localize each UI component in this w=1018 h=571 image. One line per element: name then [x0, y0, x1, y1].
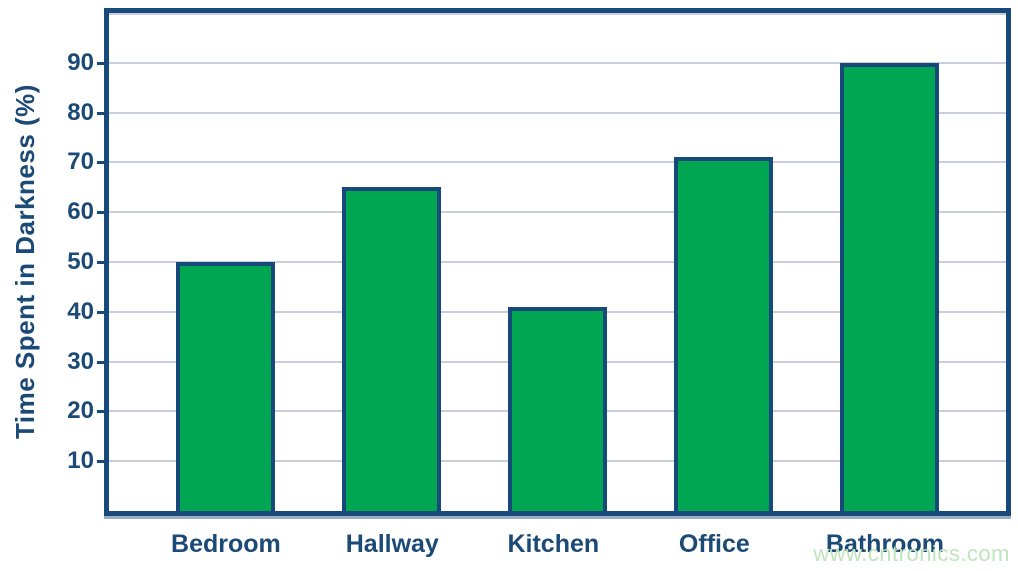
y-axis-tick-mark	[97, 161, 104, 165]
plot-area	[97, 8, 1011, 516]
watermark: www.cntronics.com	[813, 541, 1010, 566]
x-label-kitchen: Kitchen	[507, 530, 600, 558]
gridline-90	[109, 61, 1006, 64]
y-tick-label-20: 20	[67, 397, 94, 425]
x-label-bathroom: Bathroom	[825, 530, 944, 558]
y-tick-label-10: 10	[67, 447, 94, 475]
x-axis-labels: Bedroom Hallway Kitchen Office Bathroom	[109, 530, 1006, 559]
y-tick-label-30: 30	[67, 347, 94, 375]
y-tick-label-80: 80	[67, 98, 94, 126]
y-tick-label-60: 60	[67, 198, 94, 226]
y-tick-label-50: 50	[67, 248, 94, 275]
bars-container	[109, 13, 1006, 511]
gridline-50	[109, 261, 1006, 263]
y-tick-label-70: 70	[67, 148, 94, 176]
bar-hallway	[342, 187, 441, 511]
plot-top-inner-line	[109, 13, 1006, 15]
bar-office	[674, 157, 773, 511]
y-axis-tick-mark	[97, 310, 104, 314]
y-axis-tick-mark	[97, 111, 104, 115]
gridline-70	[109, 161, 1006, 164]
y-axis-tick-mark	[97, 261, 104, 264]
y-tick-label-90: 90	[67, 48, 94, 76]
y-axis-tick-mark	[97, 360, 104, 364]
x-label-office: Office	[678, 530, 750, 558]
bar-bedroom	[176, 262, 275, 511]
x-label-hallway: Hallway	[345, 530, 439, 558]
gridline-60	[109, 211, 1006, 214]
y-axis-tick-mark	[97, 410, 104, 414]
bar-kitchen	[508, 306, 607, 511]
bar-bathroom	[840, 62, 939, 511]
y-axis-tick-mark	[97, 211, 104, 215]
y-tick-label-40: 40	[67, 297, 94, 325]
y-axis-tick-mark	[97, 61, 104, 65]
gridline-80	[109, 111, 1006, 114]
x-label-bedroom: Bedroom	[171, 530, 281, 558]
y-axis-tick-mark	[97, 460, 104, 464]
